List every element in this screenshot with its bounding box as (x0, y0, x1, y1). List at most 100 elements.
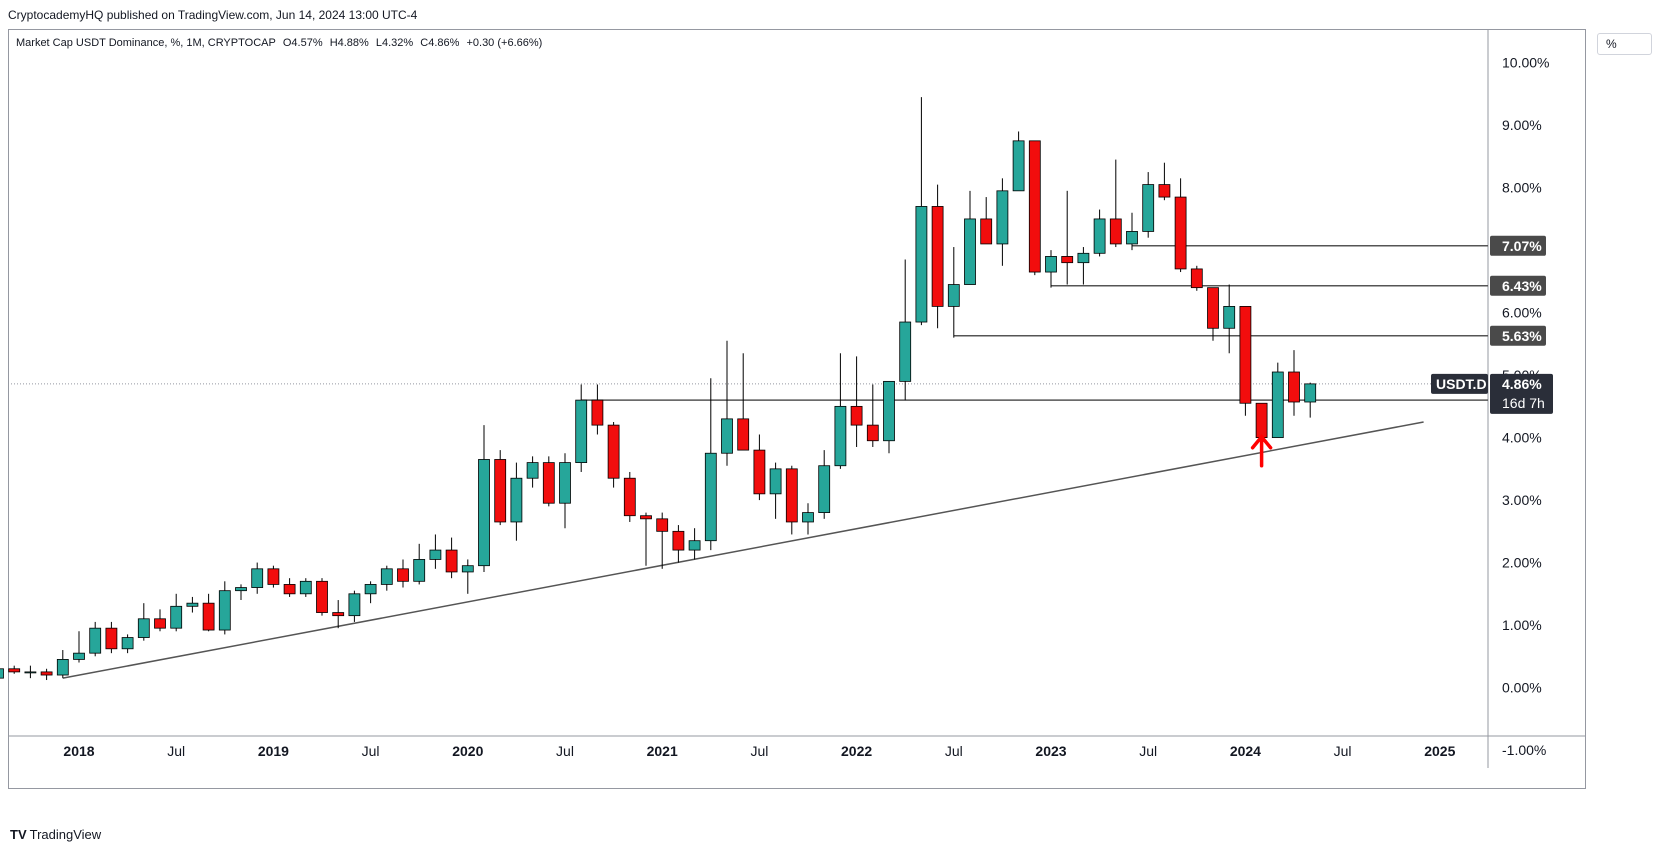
candle[interactable] (591, 384, 604, 435)
candle[interactable] (299, 578, 312, 597)
candle[interactable] (186, 596, 199, 613)
candle[interactable] (769, 462, 782, 519)
candle[interactable] (1077, 247, 1090, 285)
candle[interactable] (818, 450, 831, 519)
candle[interactable] (1142, 172, 1155, 238)
candle[interactable] (1093, 209, 1106, 257)
candle[interactable] (364, 581, 377, 604)
candle[interactable] (640, 512, 652, 566)
y-tick-label: 8.00% (1502, 180, 1542, 196)
candle[interactable] (915, 97, 928, 326)
x-tick-label: Jul (167, 743, 185, 759)
candle[interactable] (8, 665, 21, 674)
candle[interactable] (24, 665, 37, 679)
candle[interactable] (785, 465, 798, 535)
candle[interactable] (980, 197, 993, 245)
candle[interactable] (802, 503, 814, 535)
candle[interactable] (1045, 250, 1057, 288)
candle[interactable] (170, 593, 183, 632)
candle[interactable] (542, 456, 555, 507)
unit-toggle-button[interactable]: % (1597, 33, 1652, 55)
candle[interactable] (964, 190, 976, 285)
candle-body (1109, 218, 1122, 245)
candle[interactable] (478, 425, 490, 572)
trendline-group (62, 421, 1424, 679)
candle-body (656, 518, 669, 532)
candle-body (1271, 371, 1284, 439)
candle[interactable] (1174, 178, 1187, 273)
candle[interactable] (510, 462, 523, 541)
candle[interactable] (283, 578, 296, 597)
candle[interactable] (834, 353, 847, 469)
level-price-label: 7.07% (1490, 235, 1546, 256)
candle[interactable] (89, 621, 102, 657)
axis-separators (8, 29, 1586, 768)
candle-body (1174, 196, 1187, 270)
candle[interactable] (883, 380, 895, 454)
annotation-group (1250, 433, 1273, 468)
candle[interactable] (1109, 159, 1122, 248)
candle[interactable] (996, 178, 1009, 266)
candle-body (1288, 371, 1300, 403)
candle[interactable] (56, 650, 69, 679)
chart-plot-area[interactable] (8, 29, 1586, 789)
candle[interactable] (154, 609, 166, 632)
candle[interactable] (316, 578, 328, 616)
candle[interactable] (1061, 190, 1074, 285)
candle[interactable] (461, 559, 474, 594)
candle[interactable] (235, 584, 247, 601)
bar-countdown: 16d 7h (1502, 395, 1545, 411)
support-trendline[interactable] (62, 421, 1424, 679)
candle[interactable] (931, 184, 944, 329)
candle[interactable] (121, 634, 134, 654)
candle[interactable] (559, 453, 571, 529)
candle[interactable] (348, 590, 361, 622)
legend-change: +0.30 (+6.66%) (466, 37, 543, 49)
candle[interactable] (73, 631, 85, 663)
candle[interactable] (251, 562, 264, 594)
candle[interactable] (1304, 382, 1317, 418)
candle[interactable] (40, 668, 53, 681)
candle[interactable] (704, 378, 717, 551)
candle[interactable] (866, 384, 879, 447)
candle[interactable] (380, 565, 393, 591)
candle[interactable] (753, 434, 766, 501)
candle[interactable] (737, 353, 750, 451)
candle[interactable] (575, 384, 588, 472)
candle[interactable] (1028, 140, 1041, 276)
candle[interactable] (413, 543, 426, 585)
candle[interactable] (526, 456, 539, 488)
candle[interactable] (688, 528, 701, 560)
candle[interactable] (1126, 212, 1138, 251)
candle[interactable] (267, 565, 280, 588)
tradingview-logo[interactable]: TV TradingView (10, 827, 101, 842)
candle[interactable] (721, 340, 733, 466)
candle[interactable] (202, 593, 215, 632)
candle[interactable] (445, 537, 458, 579)
candle[interactable] (1012, 131, 1025, 192)
candle[interactable] (656, 512, 669, 569)
candle[interactable] (1190, 265, 1203, 291)
candle[interactable] (332, 600, 345, 629)
candle[interactable] (1288, 350, 1300, 416)
candle[interactable] (397, 559, 409, 588)
candle[interactable] (623, 471, 636, 522)
candle[interactable] (1239, 306, 1252, 416)
candle[interactable] (105, 621, 118, 654)
candle[interactable] (429, 534, 442, 569)
candle[interactable] (899, 259, 912, 401)
candle[interactable] (947, 247, 960, 338)
candle[interactable] (494, 450, 507, 526)
candle[interactable] (1223, 284, 1236, 354)
candle[interactable] (1271, 362, 1284, 439)
candle[interactable] (218, 581, 231, 635)
candle-body (802, 512, 814, 523)
candle[interactable] (1207, 287, 1219, 341)
candle[interactable] (137, 603, 150, 641)
candle[interactable] (0, 659, 4, 681)
candle[interactable] (1158, 162, 1171, 201)
candle[interactable] (850, 356, 863, 447)
candle[interactable] (672, 525, 685, 563)
candle[interactable] (607, 421, 620, 488)
